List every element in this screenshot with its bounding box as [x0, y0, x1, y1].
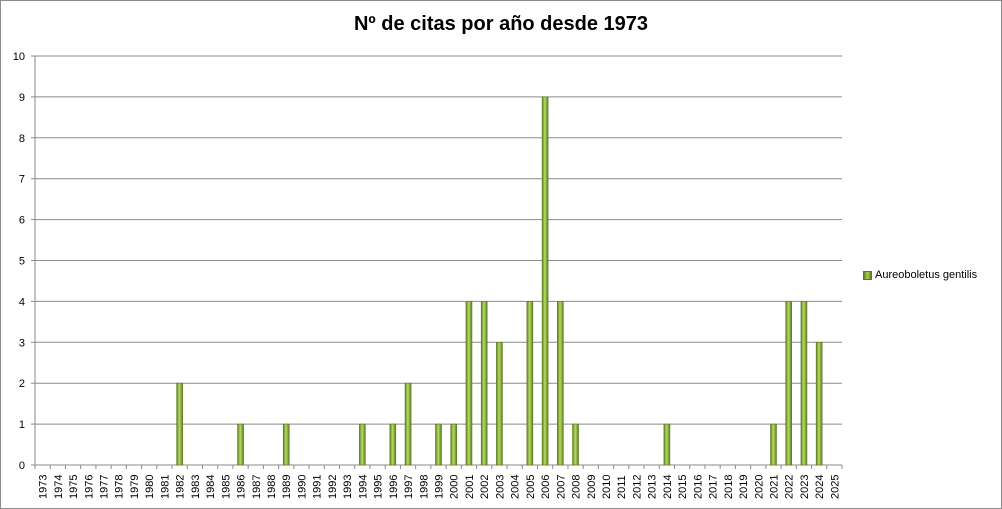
x-tick-label: 1982	[175, 475, 187, 499]
x-tick-label: 2017	[708, 475, 720, 499]
x-tick-label: 2003	[494, 475, 506, 499]
bar	[176, 382, 183, 466]
y-tick-label: 10	[13, 51, 25, 63]
x-tick-label: 1974	[53, 475, 65, 499]
x-tick-label: 2014	[662, 475, 674, 499]
bar	[770, 423, 777, 466]
bar	[237, 423, 244, 466]
x-tick-label: 1999	[434, 475, 446, 499]
bar	[404, 382, 412, 466]
bar	[450, 423, 458, 466]
y-tick-label: 8	[19, 133, 25, 145]
x-tick-label: 1995	[373, 475, 385, 499]
bar	[480, 301, 488, 466]
x-tick-label: 2011	[616, 475, 628, 499]
x-tick-label: 2005	[525, 475, 537, 499]
bar	[526, 301, 534, 466]
legend-swatch	[863, 270, 872, 280]
x-tick-label: 1981	[159, 475, 171, 499]
y-tick-label: 9	[19, 92, 25, 104]
x-tick-label: 1991	[312, 475, 324, 499]
x-tick-label: 1975	[68, 475, 80, 499]
x-tick-label: 2008	[571, 475, 583, 499]
bar	[389, 423, 397, 466]
y-tick-label: 2	[19, 378, 25, 390]
x-tick-label: 2022	[784, 475, 796, 499]
x-tick-label: 1978	[114, 475, 126, 499]
y-tick-label: 4	[19, 296, 25, 308]
x-tick-label: 2024	[814, 475, 826, 499]
bar	[282, 423, 290, 466]
x-tick-label: 2025	[829, 475, 841, 499]
y-tick-label: 6	[19, 215, 25, 227]
legend: Aureoboletus gentilis	[863, 269, 977, 281]
y-tick-label: 1	[19, 419, 25, 431]
x-tick-label: 2009	[586, 475, 598, 499]
x-tick-label: 2000	[449, 475, 461, 499]
x-tick-label: 1996	[388, 475, 400, 499]
x-tick-label: 1989	[281, 475, 293, 499]
x-tick-label: 1987	[251, 475, 263, 499]
x-tick-label: 1986	[236, 475, 248, 499]
x-tick-label: 1983	[190, 475, 202, 499]
x-tick-label: 1980	[144, 475, 156, 499]
x-tick-label: 1977	[99, 475, 111, 499]
x-tick-label: 2007	[555, 475, 567, 499]
bar	[800, 301, 808, 466]
x-tick-label: 1998	[418, 475, 430, 499]
bar	[815, 341, 823, 466]
x-tick-label: 2015	[677, 475, 689, 499]
x-tick-label: 2006	[540, 475, 552, 499]
x-tick-label: 2020	[753, 475, 765, 499]
x-tick-label: 2012	[631, 475, 643, 499]
x-tick-label: 2018	[723, 475, 735, 499]
y-tick-label: 5	[19, 256, 25, 268]
x-tick-label: 2001	[464, 475, 476, 499]
x-tick-label: 1976	[83, 475, 95, 499]
bar	[541, 96, 549, 466]
x-tick-label: 2013	[647, 475, 659, 499]
x-tick-label: 1985	[220, 475, 232, 499]
x-tick-label: 1990	[296, 475, 308, 499]
x-tick-label: 1997	[403, 475, 415, 499]
x-tick-label: 2016	[692, 475, 704, 499]
y-tick-label: 0	[19, 460, 25, 472]
chart-title: Nº de citas por año desde 1973	[353, 13, 649, 35]
bar	[496, 341, 503, 466]
x-tick-label: 2002	[479, 475, 491, 499]
x-tick-label: 1984	[205, 475, 217, 499]
bar	[465, 301, 473, 466]
x-tick-label: 1973	[38, 475, 50, 499]
x-tick-label: 2021	[768, 475, 780, 499]
legend-label: Aureoboletus gentilis	[875, 269, 978, 281]
x-tick-label: 2019	[738, 475, 750, 499]
bar	[435, 423, 442, 466]
x-tick-label: 1993	[342, 475, 354, 499]
x-tick-label: 1994	[357, 475, 369, 499]
x-tick-label: 2023	[799, 475, 811, 499]
x-tick-label: 1992	[327, 475, 339, 499]
y-tick-label: 7	[19, 174, 25, 186]
x-tick-label: 1979	[129, 475, 141, 499]
bar	[785, 301, 793, 466]
bar	[557, 301, 564, 466]
x-tick-label: 2004	[510, 475, 522, 499]
bar	[572, 423, 579, 466]
x-tick-label: 2010	[601, 475, 613, 499]
bar	[359, 423, 366, 466]
bar	[663, 423, 671, 466]
y-tick-label: 3	[19, 337, 25, 349]
x-tick-label: 1988	[266, 475, 278, 499]
